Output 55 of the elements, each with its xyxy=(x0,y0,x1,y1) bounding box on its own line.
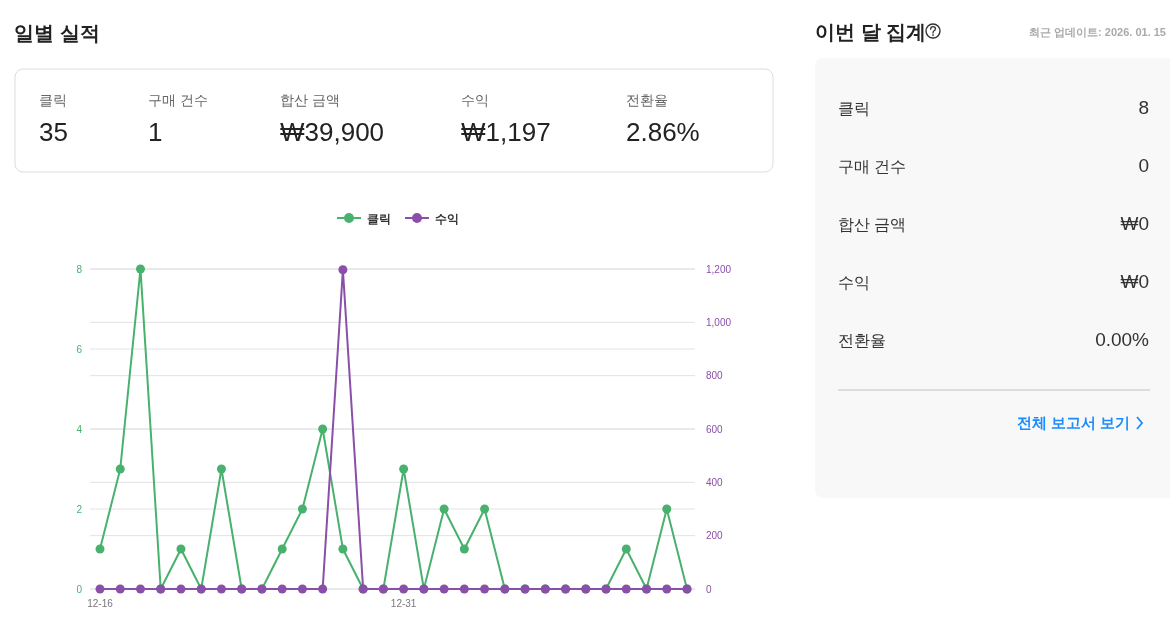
x-tick-label: 12-31 xyxy=(390,598,417,609)
category-label: 클릭 xyxy=(39,92,67,108)
point xyxy=(399,464,409,474)
y2-tick-label: 800 xyxy=(706,370,724,382)
category-label: 구매 건수 xyxy=(838,158,907,175)
point xyxy=(338,544,348,554)
text: 35 xyxy=(39,117,68,147)
y-tick-label: 0 xyxy=(76,583,83,595)
category-label: 전환율 xyxy=(838,332,886,349)
category-label: 클릭 xyxy=(838,100,870,117)
category-label: 합산 금액 xyxy=(838,216,907,233)
point xyxy=(216,464,226,474)
point xyxy=(115,464,125,474)
category-label: 구매 건수 xyxy=(148,92,208,108)
point xyxy=(277,544,287,554)
point xyxy=(318,424,328,434)
y2-tick-label: 1,000 xyxy=(706,316,732,328)
y-tick-label: 8 xyxy=(76,263,83,275)
category-label: 수익 xyxy=(461,92,489,108)
point xyxy=(176,544,186,554)
point xyxy=(135,264,145,274)
y2-tick-label: 600 xyxy=(706,423,724,435)
y-tick-label: 2 xyxy=(76,503,83,515)
point xyxy=(95,544,105,554)
text: 이번 달 집계 xyxy=(815,21,927,43)
legend-label: 클릭 xyxy=(367,211,391,226)
text: ₩1,197 xyxy=(461,117,551,147)
x-tick-label: 12-16 xyxy=(87,598,114,609)
y-tick-label: 6 xyxy=(76,343,83,355)
y-tick-label: 4 xyxy=(76,423,83,435)
y2-tick-label: 1,200 xyxy=(706,263,732,275)
text: 0.00% xyxy=(1095,329,1149,350)
point xyxy=(439,504,449,514)
point xyxy=(662,504,672,514)
y2-tick-label: 200 xyxy=(706,530,724,542)
category-label: 전환율 xyxy=(626,92,668,108)
text: ₩0 xyxy=(1120,213,1149,234)
text: ₩0 xyxy=(1120,271,1149,292)
legend-label: 수익 xyxy=(435,211,459,226)
point xyxy=(621,544,631,554)
text: 최근 업데이트: 2026. 01. 15 xyxy=(1029,26,1166,38)
text: 1 xyxy=(148,117,163,147)
y2-tick-label: 400 xyxy=(706,476,724,488)
point xyxy=(459,544,469,554)
text: ₩39,900 xyxy=(280,117,385,147)
category-label: 합산 금액 xyxy=(280,92,340,108)
category-label: 수익 xyxy=(838,274,870,291)
point xyxy=(480,504,490,514)
point xyxy=(297,504,307,514)
text: 8 xyxy=(1138,97,1149,118)
text: 일별 실적 xyxy=(14,22,100,44)
text: 0 xyxy=(1138,155,1149,176)
y2-tick-label: 0 xyxy=(706,583,712,595)
text: 2.86% xyxy=(626,117,700,147)
text: 전체 보고서 보기 xyxy=(1016,414,1130,431)
